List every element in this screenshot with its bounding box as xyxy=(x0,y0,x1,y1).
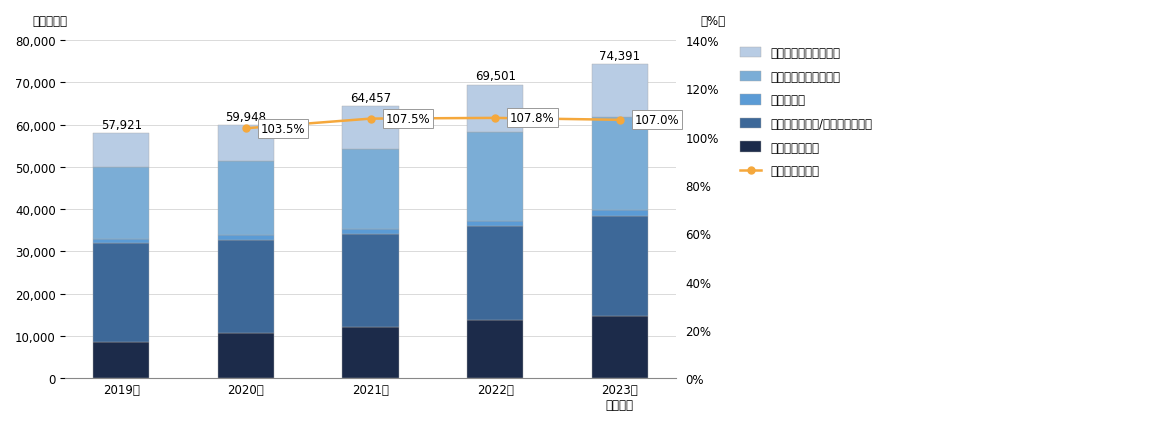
Bar xyxy=(467,227,523,320)
Bar xyxy=(591,316,648,378)
Bar xyxy=(93,167,149,239)
Text: （百万円）: （百万円） xyxy=(32,14,67,28)
Bar xyxy=(467,85,523,132)
Bar xyxy=(591,65,648,118)
Text: 107.5%: 107.5% xyxy=(385,113,430,126)
Bar xyxy=(93,343,149,378)
Text: 59,948: 59,948 xyxy=(225,110,266,124)
Bar xyxy=(93,239,149,243)
Bar xyxy=(218,240,274,333)
Bar xyxy=(467,132,523,221)
Bar xyxy=(342,230,399,235)
Legend: セクシャルウェルネス, ウィメンズヘルスケア, 更年期ケア, 不妊・妊よう性/妊娠・産後ケア, 生理（月経）系, 前年比（全体）: セクシャルウェルネス, ウィメンズヘルスケア, 更年期ケア, 不妊・妊よう性/妊… xyxy=(737,43,876,181)
Bar xyxy=(342,150,399,230)
Text: 103.5%: 103.5% xyxy=(261,123,306,135)
Text: 107.0%: 107.0% xyxy=(634,114,679,127)
Text: 69,501: 69,501 xyxy=(475,70,515,83)
Bar xyxy=(467,320,523,378)
Text: 74,391: 74,391 xyxy=(600,49,640,63)
Bar xyxy=(467,221,523,227)
Text: 57,921: 57,921 xyxy=(100,119,142,132)
Bar xyxy=(342,327,399,378)
Bar xyxy=(93,243,149,343)
Bar xyxy=(591,210,648,216)
Text: 64,457: 64,457 xyxy=(351,92,391,104)
Bar xyxy=(342,106,399,150)
Bar xyxy=(591,118,648,210)
Bar xyxy=(218,236,274,240)
Bar xyxy=(218,162,274,236)
Bar xyxy=(218,333,274,378)
Bar xyxy=(218,126,274,162)
Bar xyxy=(342,235,399,327)
Text: （%）: （%） xyxy=(700,14,725,28)
Bar xyxy=(93,134,149,167)
Text: 107.8%: 107.8% xyxy=(510,112,555,125)
Bar xyxy=(591,216,648,316)
